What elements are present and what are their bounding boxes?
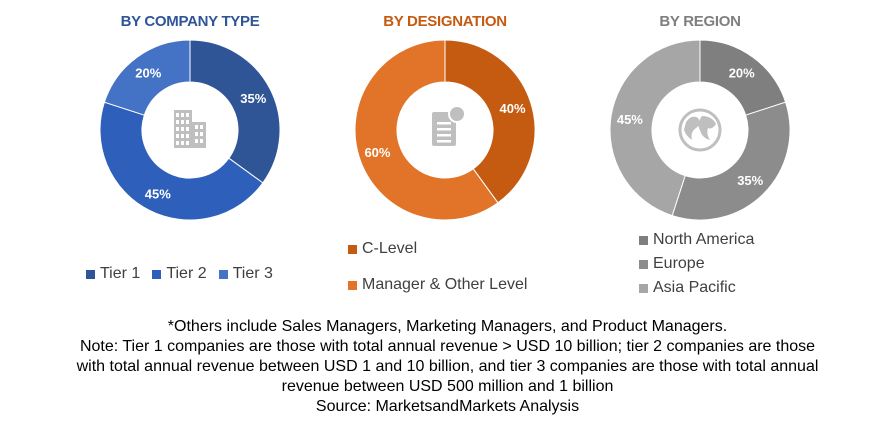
legend-label: Europe <box>653 255 705 273</box>
globe-icon <box>680 110 720 150</box>
building-icon <box>174 110 206 148</box>
donut-chart-designation: 40% 60% <box>355 30 535 230</box>
data-label: 35% <box>737 173 763 188</box>
document-icon <box>432 106 465 146</box>
legend-label: Manager & Other Level <box>362 276 527 294</box>
data-label: 45% <box>145 186 171 201</box>
footnote-note-line-2: with total annual revenue between USD 1 … <box>0 357 895 377</box>
legend-item-manager: Manager & Other Level <box>348 276 527 294</box>
legend-swatch-icon <box>152 270 161 279</box>
legend-swatch-icon <box>219 270 228 279</box>
legend-item-tier-3: Tier 3 <box>219 265 273 283</box>
legend-label: Asia Pacific <box>653 279 736 297</box>
legend-label: Tier 3 <box>233 265 273 283</box>
legend-region: North America Europe Asia Pacific <box>639 231 766 303</box>
legend-company-type: Tier 1 Tier 2 Tier 3 <box>86 265 285 283</box>
legend-item-tier-2: Tier 2 <box>152 265 206 283</box>
legend-swatch-icon <box>639 236 648 245</box>
chart-title-region: BY REGION <box>590 13 810 30</box>
data-label: 60% <box>364 145 390 160</box>
donut-chart-company-type: 35% 45% 20% <box>100 30 280 230</box>
data-label: 35% <box>240 91 266 106</box>
data-label: 20% <box>729 66 755 81</box>
data-label: 45% <box>617 112 643 127</box>
legend-label: Tier 1 <box>100 265 140 283</box>
legend-item-north-america: North America <box>639 231 754 249</box>
footnote-source: Source: MarketsandMarkets Analysis <box>0 397 895 417</box>
legend-item-europe: Europe <box>639 255 754 273</box>
legend-swatch-icon <box>86 270 95 279</box>
legend-swatch-icon <box>639 260 648 269</box>
chart-title-company-type: BY COMPANY TYPE <box>80 13 300 30</box>
data-label: 40% <box>500 101 526 116</box>
chart-title-designation: BY DESIGNATION <box>335 13 555 30</box>
donut-slice <box>190 40 280 183</box>
legend-item-asia-pacific: Asia Pacific <box>639 279 754 297</box>
donut-chart-region: 20% 35% 45% <box>610 30 790 230</box>
footnote-note-line-1: Note: Tier 1 companies are those with to… <box>0 337 895 357</box>
legend-designation: C-Level Manager & Other Level <box>348 240 539 300</box>
legend-label: North America <box>653 231 754 249</box>
legend-swatch-icon <box>639 284 648 293</box>
legend-swatch-icon <box>348 281 357 290</box>
footnote-note-line-3: revenue between USD 500 million and 1 bi… <box>0 377 895 397</box>
footnotes: *Others include Sales Managers, Marketin… <box>0 317 895 417</box>
legend-item-tier-1: Tier 1 <box>86 265 140 283</box>
legend-label: Tier 2 <box>166 265 206 283</box>
legend-label: C-Level <box>362 240 417 258</box>
footnote-others: *Others include Sales Managers, Marketin… <box>0 317 895 337</box>
legend-item-c-level: C-Level <box>348 240 527 258</box>
data-label: 20% <box>135 66 161 81</box>
legend-swatch-icon <box>348 245 357 254</box>
